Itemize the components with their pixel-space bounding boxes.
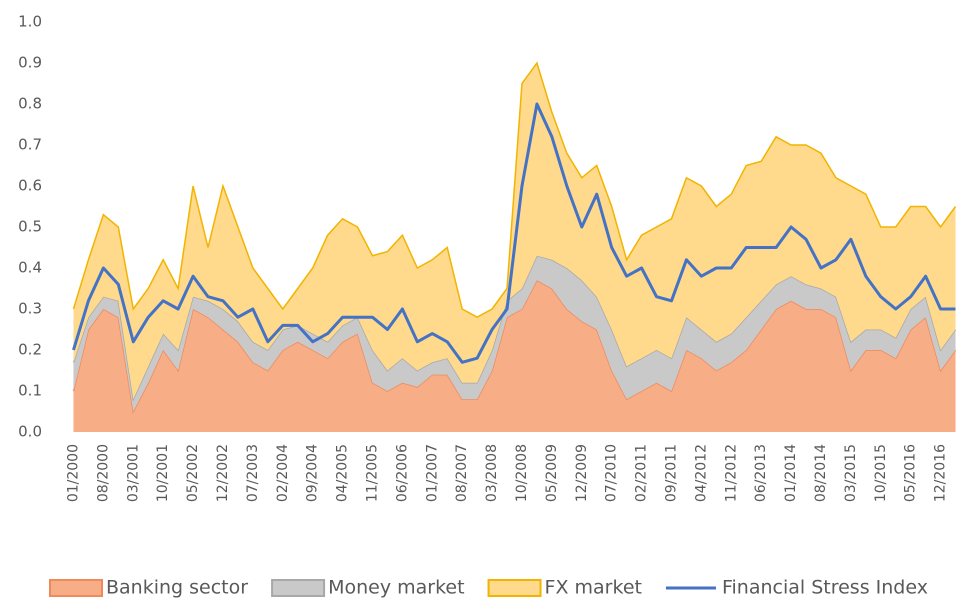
x-tick-label: 02/2011 [634,444,650,502]
y-tick-label: 0.4 [18,259,42,277]
x-tick-label: 10/2001 [155,444,171,502]
area [73,63,956,400]
x-tick-label: 09/2004 [305,444,321,502]
x-tick-label: 12/2016 [933,444,949,502]
legend-swatch [487,579,542,597]
x-tick-label: 09/2011 [663,444,679,502]
x-tick-label: 07/2003 [245,444,261,502]
y-tick-label: 0.7 [18,136,42,154]
y-tick-label: 0.5 [18,218,42,236]
x-tick-label: 05/2002 [185,444,201,502]
x-tick-label: 01/2014 [783,444,799,502]
x-tick-label: 08/2014 [813,444,829,502]
x-tick-label: 04/2005 [335,444,351,502]
x-tick-label: 01/2000 [65,444,81,502]
x-tick-label: 06/2013 [753,444,769,502]
x-tick-label: 11/2012 [723,444,739,502]
y-tick-label: 0.0 [18,423,42,441]
x-tick-label: 03/2001 [125,444,141,502]
area [73,280,956,432]
y-tick-label: 0.3 [18,300,42,318]
y-tick-label: 0.8 [18,95,42,113]
x-tick-label: 03/2015 [843,444,859,502]
legend-label: Banking sector [106,577,248,599]
y-tick-label: 0.1 [18,382,42,400]
x-tick-label: 08/2007 [454,444,470,502]
legend-label: FX market [545,577,642,599]
x-tick-label: 11/2005 [364,444,380,502]
x-tick-label: 07/2010 [604,444,620,502]
x-tick-label: 02/2004 [275,444,291,502]
x-tick-label: 01/2007 [424,444,440,502]
legend-label: Financial Stress Index [722,577,928,599]
legend-swatch [271,579,326,597]
legend-swatch [49,579,103,597]
area-edge [72,61,957,319]
line [72,102,956,364]
x-tick-label: 10/2015 [873,444,889,502]
x-tick-label: 06/2006 [394,444,410,502]
y-tick-label: 0.9 [18,54,42,72]
x-tick-label: 03/2008 [484,444,500,502]
y-tick-label: 0.6 [18,177,42,195]
y-tick-label: 1.0 [18,13,42,31]
x-tick-label: 12/2009 [574,444,590,502]
x-tick-label: 12/2002 [215,444,231,502]
x-tick-label: 05/2009 [544,444,560,502]
x-tick-label: 10/2008 [514,444,530,502]
y-tick-label: 0.2 [18,341,42,359]
x-tick-label: 05/2016 [903,444,919,502]
legend-label: Money market [328,577,464,599]
x-tick-label: 04/2012 [693,444,709,502]
x-tick-label: 08/2000 [95,444,111,502]
